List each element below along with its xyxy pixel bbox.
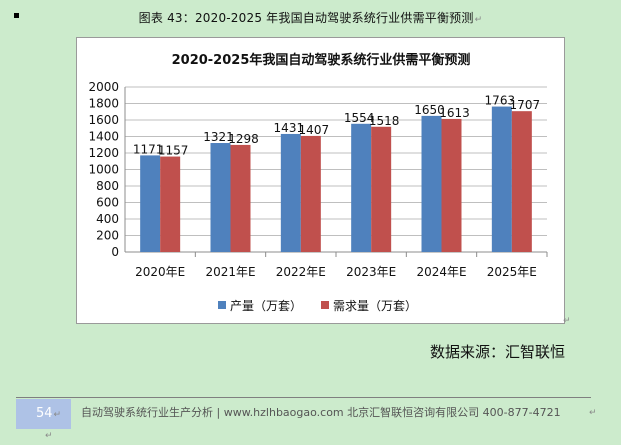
bar-production: [491, 106, 512, 253]
legend-label: 产量（万套）: [230, 299, 302, 313]
x-tick-label: 2021年E: [205, 265, 255, 279]
y-tick-label: 1400: [88, 130, 119, 144]
bar-demand: [300, 135, 321, 252]
data-label: 1650: [414, 103, 445, 117]
data-label: 1321: [203, 130, 234, 144]
y-axis-ticks: 0 200 400 600 800 1000 1200 1400 1600 1800 2000: [88, 80, 119, 259]
chart-container: 2020-2025年我国自动驾驶系统行业供需平衡预测 0 200 400 600 800…: [76, 37, 565, 324]
data-source: 数据来源：汇智联恒: [430, 343, 566, 361]
x-tick-label: 2022年E: [276, 265, 326, 279]
data-label: 1171: [133, 142, 164, 156]
data-label: 1707: [510, 98, 541, 112]
data-label: 1298: [228, 132, 259, 146]
data-label: 1554: [344, 111, 375, 125]
data-label: 1407: [299, 123, 330, 137]
bar-demand: [441, 118, 462, 253]
footer-divider: [16, 397, 591, 398]
data-label: 1157: [158, 144, 189, 158]
bar-chart: 2020-2025年我国自动驾驶系统行业供需平衡预测 0 200 400 600 800…: [88, 52, 548, 313]
bars: [140, 106, 532, 253]
x-tick-label: 2024年E: [416, 265, 466, 279]
bar-demand: [371, 126, 392, 252]
y-tick-label: 600: [96, 196, 119, 210]
footer-text: 自动驾驶系统行业生产分析 | www.hzlhbaogao.com 北京汇智联恒…: [81, 406, 561, 419]
legend-swatch: [321, 301, 329, 309]
y-tick-label: 800: [96, 179, 119, 193]
page-number: 54↵: [16, 399, 71, 429]
bar-production: [351, 123, 372, 252]
return-mark-icon: ↵: [45, 431, 53, 441]
return-mark-icon: ↵: [474, 15, 483, 25]
gridlines: [124, 86, 547, 253]
bar-production: [140, 155, 161, 252]
x-tick-label: 2025年E: [487, 265, 537, 279]
data-label: 1518: [369, 114, 400, 128]
figure-caption-text: 图表 43：2020-2025 年我国自动驾驶系统行业供需平衡预测: [138, 11, 474, 25]
bar-demand: [230, 144, 251, 252]
return-mark-icon: ↵: [563, 316, 571, 326]
legend-label: 需求量（万套）: [333, 299, 417, 313]
y-tick-label: 1600: [88, 113, 119, 127]
bar-production: [210, 143, 231, 252]
data-label: 1763: [485, 94, 516, 108]
y-tick-label: 1200: [88, 146, 119, 160]
y-tick-label: 1000: [88, 163, 119, 177]
bar-production: [280, 133, 301, 252]
figure-caption: 图表 43：2020-2025 年我国自动驾驶系统行业供需平衡预测↵: [0, 9, 621, 26]
return-mark-icon: ↵: [53, 410, 62, 420]
data-label: 1613: [439, 106, 470, 120]
bar-demand: [160, 156, 181, 252]
bar-demand: [511, 111, 532, 252]
page-number-text: 54: [36, 406, 53, 421]
bar-production: [421, 115, 442, 252]
y-tick-label: 2000: [88, 80, 119, 94]
list-bullet: [14, 13, 19, 18]
y-tick-label: 1800: [88, 97, 119, 111]
x-tick-label: 2023年E: [346, 265, 396, 279]
x-tick-label: 2020年E: [135, 265, 185, 279]
legend-swatch: [218, 301, 226, 309]
data-label: 1431: [274, 121, 305, 135]
x-axis-ticks: 2020年E 2021年E 2022年E 2023年E 2024年E 2025年E: [135, 252, 548, 279]
legend: 产量（万套） 需求量（万套）: [218, 299, 417, 313]
y-tick-label: 200: [96, 229, 119, 243]
y-tick-label: 400: [96, 212, 119, 226]
chart-title: 2020-2025年我国自动驾驶系统行业供需平衡预测: [172, 52, 471, 68]
return-mark-icon: ↵: [589, 408, 597, 418]
y-tick-label: 0: [111, 245, 119, 259]
